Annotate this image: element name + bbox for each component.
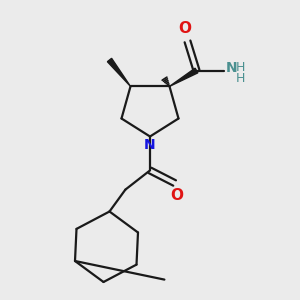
Polygon shape — [107, 58, 130, 86]
Text: N: N — [144, 138, 156, 152]
Text: O: O — [178, 21, 192, 36]
Text: H: H — [236, 72, 245, 86]
Text: H: H — [236, 61, 245, 74]
Polygon shape — [169, 68, 198, 86]
Text: N: N — [225, 61, 237, 74]
Text: O: O — [170, 188, 184, 203]
